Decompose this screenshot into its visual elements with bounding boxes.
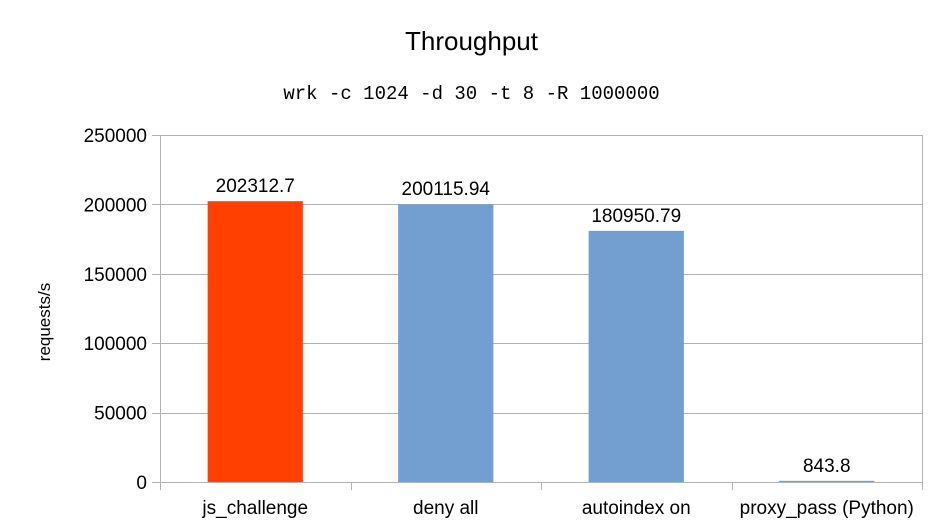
y-tick-label: 150000	[84, 265, 147, 286]
bar-deny-all	[398, 204, 494, 482]
y-tick-label: 50000	[94, 404, 147, 425]
bar-autoindex-on	[588, 230, 684, 482]
y-tick-label: 100000	[84, 334, 147, 355]
y-axis-title: requests/s	[35, 283, 54, 361]
bar-value-label: 202312.7	[216, 176, 295, 197]
x-category-label: autoindex on	[582, 498, 691, 519]
y-tick-label: 250000	[84, 126, 147, 147]
x-category-label: js_challenge	[201, 498, 308, 519]
x-category-label: deny all	[413, 498, 479, 519]
bar-value-label: 180950.79	[591, 206, 681, 227]
bar-value-label: 843.8	[803, 456, 851, 477]
x-category-label: proxy_pass (Python)	[740, 498, 914, 519]
chart-title: Throughput	[405, 26, 538, 56]
bar-proxy-pass-python-	[779, 480, 875, 482]
y-tick-label: 0	[136, 473, 147, 494]
chart-subtitle: wrk -c 1024 -d 30 -t 8 -R 1000000	[283, 83, 660, 105]
bar-js-challenge	[207, 201, 303, 482]
y-tick-label: 200000	[84, 195, 147, 216]
bar-value-label: 200115.94	[402, 179, 491, 200]
